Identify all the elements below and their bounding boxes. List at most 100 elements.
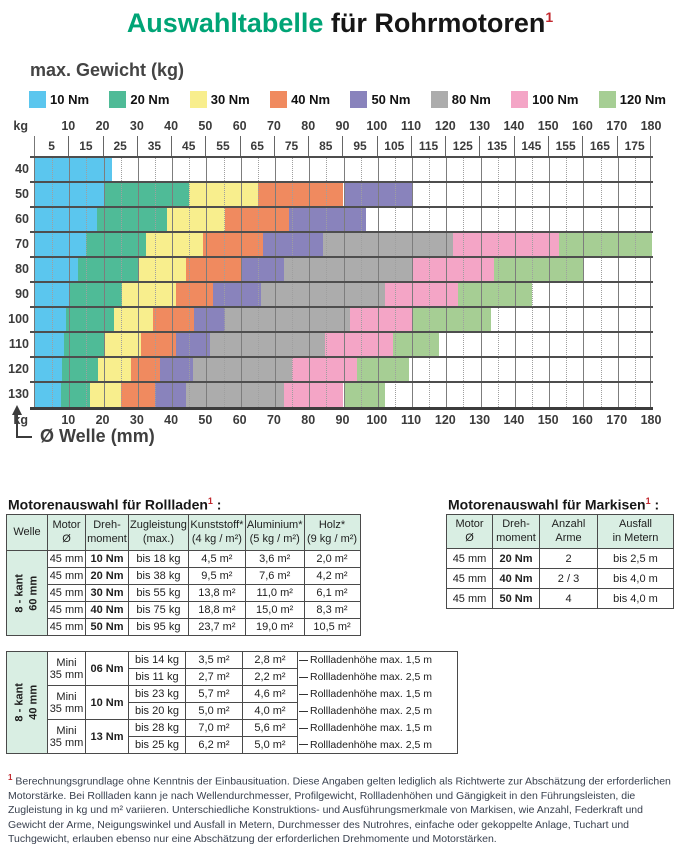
legend-swatch-icon xyxy=(109,91,127,108)
annotation-dash-icon xyxy=(299,676,308,678)
legend-label: 10 Nm xyxy=(50,92,90,107)
segment-30nm xyxy=(105,332,142,357)
axis-tick-label: 140 xyxy=(503,119,525,133)
zugleistung-cell: bis 14 kg xyxy=(128,651,186,669)
segment-100nm xyxy=(283,382,344,407)
axis-minor-cell: 85 xyxy=(309,136,344,157)
y-axis-label-90: 90 xyxy=(15,287,29,301)
axis-bottom: kg 10 20 30 40 50 60 70 80 90 100 110 120 130 140 150 16… xyxy=(13,412,661,432)
legend-label: 100 Nm xyxy=(532,92,579,107)
segment-100nm xyxy=(292,357,358,382)
axis-tick-label: 120 xyxy=(434,413,456,427)
hoehe-annotation: Rollladenhöhe max. 2,5 m xyxy=(298,669,458,686)
aluminium-cell: 2,2 m² xyxy=(242,668,298,686)
rollladen-cell: 15,0 m² xyxy=(244,601,305,619)
annotation-dash-icon xyxy=(299,744,308,746)
hoehe-annotation: Rollladenhöhe max. 1,5 m xyxy=(298,720,458,737)
torque-cell: 10 Nm xyxy=(85,685,129,720)
rollladen-cell: 45 mm xyxy=(47,601,86,619)
axis-minor-cell: 105 xyxy=(378,136,412,157)
rollladen-cell: 4,2 m² xyxy=(303,567,361,585)
axis-minor-cell: 45 xyxy=(172,136,207,157)
y-axis-label-110: 110 xyxy=(8,337,29,351)
rollladen-mini-table: 8 - kant 40 mm Mini 35 mm 06 Nm bis 14 kg 3,5 … xyxy=(6,651,458,754)
segment-40nm xyxy=(175,282,214,307)
hoehe-annotation-text: Rollladenhöhe max. 1,5 m xyxy=(299,722,456,734)
markisen-cell: 45 mm xyxy=(446,568,493,589)
axis-tick-label: 120 xyxy=(434,119,456,133)
segment-10nm xyxy=(35,332,65,357)
segment-10nm xyxy=(35,157,113,182)
markisen-table: Motor Ø Dreh-moment Anzahl Arme Ausfall in Met… xyxy=(446,514,674,609)
segment-20nm xyxy=(62,357,99,382)
rollladen-cell: 9,5 m² xyxy=(187,567,246,585)
axis-minor-cell: 55 xyxy=(206,136,241,157)
x-axis-unit-label: Ø Welle (mm) xyxy=(40,426,155,446)
axis-tick-label: 10 xyxy=(61,119,76,133)
annotation-dash-icon xyxy=(299,659,308,661)
segment-50nm xyxy=(160,357,193,382)
axis-corner-label-kg-top: kg xyxy=(13,119,28,133)
segment-80nm xyxy=(209,332,325,357)
segment-10nm xyxy=(35,257,78,282)
markisen-header-2: Anzahl Arme xyxy=(539,514,598,549)
rollladen-header-6: Holz* (9 kg / m²) xyxy=(303,514,361,551)
segment-20nm xyxy=(103,182,190,207)
rollladen-cell: 45 mm xyxy=(47,584,86,602)
rollladen-cell: 18,8 m² xyxy=(187,601,246,619)
rollladen-title-footnote-mark: 1 xyxy=(207,496,213,506)
axis-tick-label: 30 xyxy=(129,413,144,427)
segment-80nm xyxy=(261,282,385,307)
segment-20nm xyxy=(65,307,114,332)
rollladen-cell: 8,3 m² xyxy=(303,601,361,619)
torque-cell: 06 Nm xyxy=(85,651,129,686)
footnote-mark: 1 xyxy=(8,773,13,782)
rollladen-cell: 40 Nm xyxy=(85,601,129,619)
segment-40nm xyxy=(225,207,289,232)
axis-minor-cell: 145 xyxy=(515,136,549,157)
motor-cell: Mini 35 mm xyxy=(47,685,86,720)
axis-tick-label: 80 xyxy=(301,119,316,133)
axis-tick-label: 40 xyxy=(164,119,179,133)
segment-40nm xyxy=(202,232,263,257)
axis-minor-cell: 65 xyxy=(241,136,275,157)
axis-tick-label: 40 xyxy=(164,413,179,427)
axis-tick-label: 50 xyxy=(198,119,213,133)
segment-40nm xyxy=(257,182,344,207)
rollladen-cell: 45 mm xyxy=(47,618,86,636)
axis-tick-label: 150 xyxy=(537,413,559,427)
rollladen-cell: 7,6 m² xyxy=(244,567,305,585)
legend-item: 50 Nm xyxy=(350,91,410,108)
motor-cell: Mini 35 mm xyxy=(47,651,86,686)
legend-swatch-icon xyxy=(29,91,46,108)
axis-tick-label: 170 xyxy=(606,119,628,133)
annotation-dash-icon xyxy=(299,693,308,695)
segment-120nm xyxy=(393,332,440,357)
axis-minor-cell: 75 xyxy=(275,136,310,157)
axis-tick-label: 110 xyxy=(400,119,422,133)
segment-100nm xyxy=(324,332,394,357)
segment-20nm xyxy=(77,257,138,282)
welle-group-label-text: 8 - kant 40 mm xyxy=(13,683,40,722)
markisen-table-el: Motor Ø Dreh-moment Anzahl Arme Ausfall in Met… xyxy=(446,514,674,609)
page-title: Auswahltabelle für Rohrmotoren1 xyxy=(0,8,680,39)
rollladen-cell: bis 75 kg xyxy=(128,601,189,619)
segment-80nm xyxy=(185,382,284,407)
page-title-dark: für Rohrmotoren xyxy=(323,8,546,38)
segment-20nm xyxy=(64,332,106,357)
rollladen-cell: bis 18 kg xyxy=(128,550,189,568)
segment-120nm xyxy=(412,307,491,332)
aluminium-cell: 2,8 m² xyxy=(242,651,298,669)
rollladen-cell: 13,8 m² xyxy=(187,584,246,602)
axis-tick-label: 70 xyxy=(266,119,281,133)
markisen-header-0: Motor Ø xyxy=(446,514,493,549)
axis-tick-label: 20 xyxy=(95,119,110,133)
rollladen-cell: bis 95 kg xyxy=(128,618,189,636)
axis-tick-label: 50 xyxy=(198,413,213,427)
kunststoff-cell: 5,7 m² xyxy=(185,685,243,703)
axis-minor-cell: 5 xyxy=(35,136,70,157)
hoehe-annotation-text: Rollladenhöhe max. 2,5 m xyxy=(299,705,456,717)
rollladen-cell: 45 mm xyxy=(47,567,86,585)
segment-80nm xyxy=(322,232,454,257)
